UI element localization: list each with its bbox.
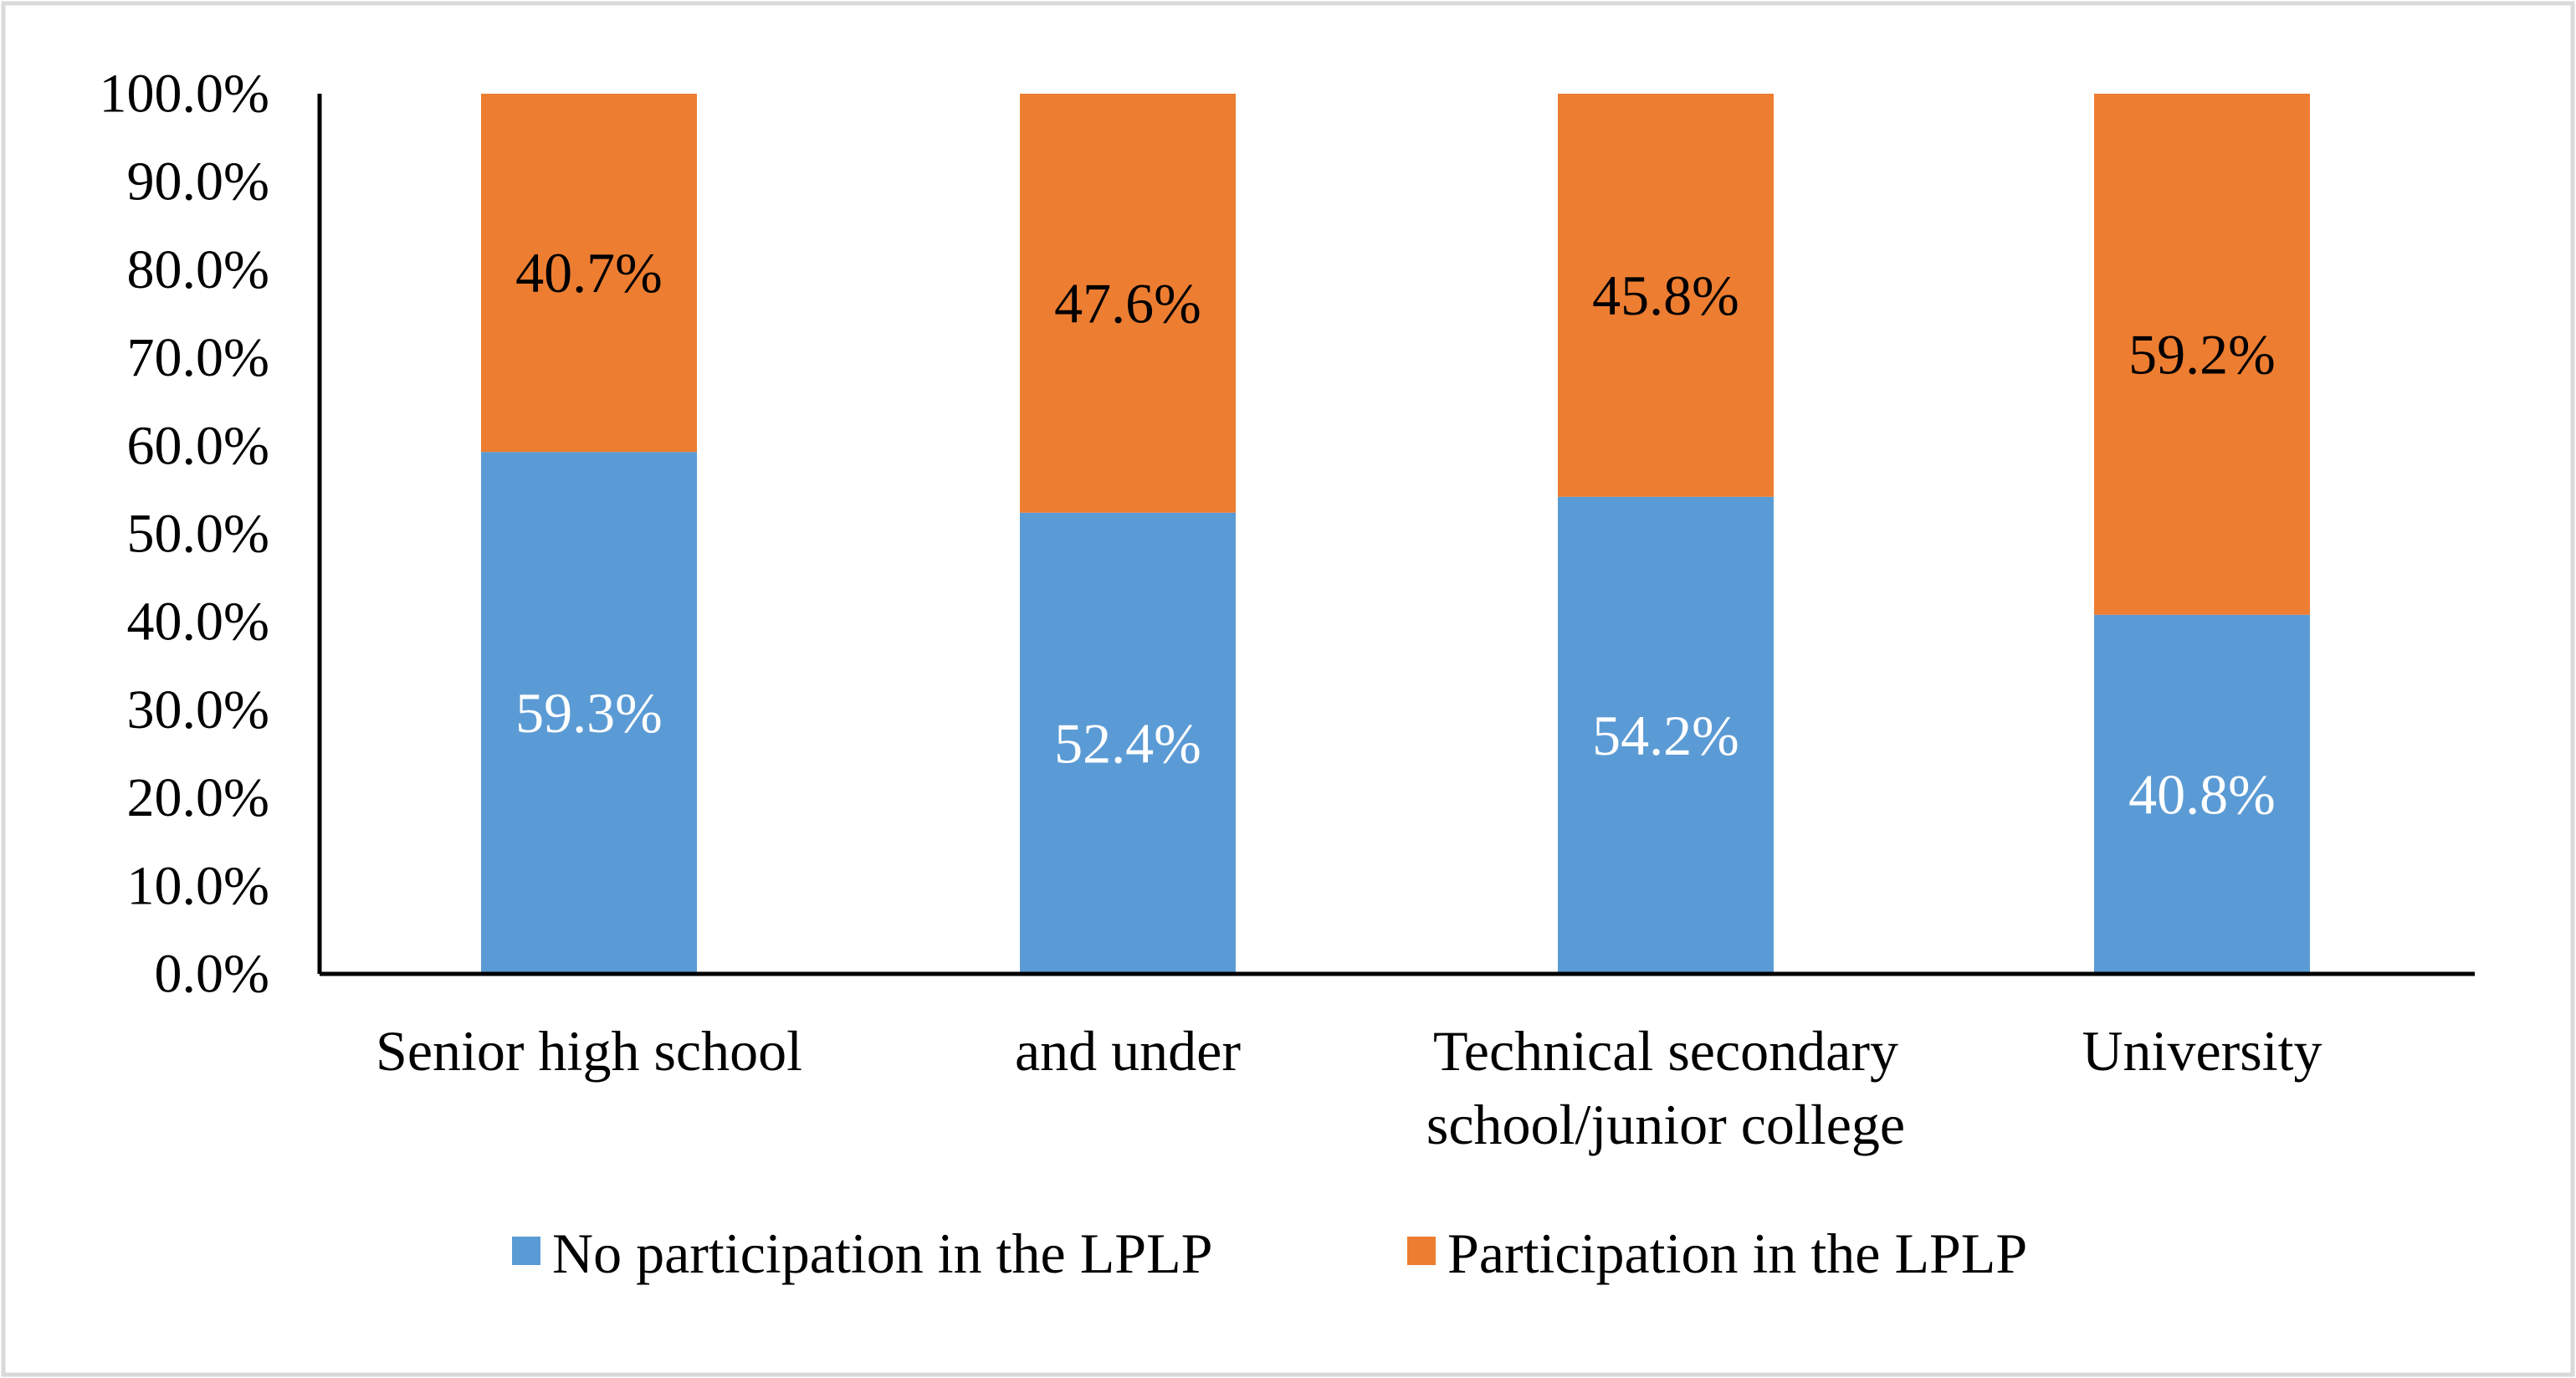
data-label: 59.3% <box>515 681 663 745</box>
y-tick-label: 80.0% <box>127 239 269 300</box>
data-label: 52.4% <box>1054 711 1201 775</box>
y-tick-label: 60.0% <box>127 415 269 476</box>
bar-segment <box>481 452 697 974</box>
plot-area: 0.0% 10.0% 20.0% 30.0% 40.0% 50.0% 60.0% 70.0% 8… <box>100 64 2475 1156</box>
data-label: 45.8% <box>1592 264 1739 327</box>
y-tick-label: 10.0% <box>127 855 269 916</box>
y-tick-label: 40.0% <box>127 592 269 653</box>
y-tick-label: 0.0% <box>155 944 269 1005</box>
bar-segment <box>1020 512 1236 974</box>
x-category-label: Technical secondary <box>1433 1019 1898 1083</box>
legend-label: No participation in the LPLP <box>552 1222 1212 1285</box>
bar-segment <box>2094 614 2310 974</box>
bar-segment <box>1558 496 1774 974</box>
x-category-label: Senior high school <box>376 1019 802 1083</box>
bar-segment <box>1558 94 1774 497</box>
legend: No participation in the LPLP Participatio… <box>512 1222 2027 1285</box>
y-tick-label: 100.0% <box>100 64 269 125</box>
bar-segment <box>2094 94 2310 615</box>
y-tick-label: 70.0% <box>127 327 269 388</box>
legend-label: Participation in the LPLP <box>1447 1222 2027 1285</box>
bar-segment <box>1020 94 1236 513</box>
x-category-label: University <box>2082 1019 2322 1083</box>
y-tick-label: 50.0% <box>127 504 269 565</box>
data-label: 40.8% <box>2128 762 2276 826</box>
data-label: 54.2% <box>1592 704 1739 767</box>
y-tick-label: 90.0% <box>127 151 269 213</box>
data-label: 59.2% <box>2128 322 2276 386</box>
data-label: 47.6% <box>1054 271 1201 335</box>
legend-swatch <box>512 1237 540 1265</box>
y-tick-label: 30.0% <box>127 679 269 740</box>
legend-swatch <box>1407 1237 1436 1265</box>
y-tick-label: 20.0% <box>127 767 269 828</box>
bar-segment <box>481 94 697 453</box>
x-category-label: school/junior college <box>1426 1093 1905 1156</box>
data-label: 40.7% <box>515 241 663 305</box>
x-category-label: and under <box>1015 1019 1241 1083</box>
